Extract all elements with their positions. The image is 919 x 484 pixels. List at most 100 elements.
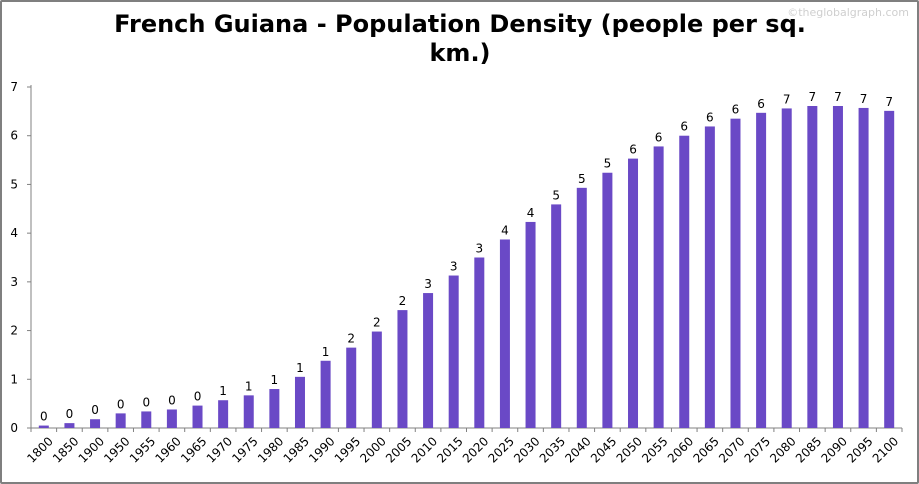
y-tick-label: 7 (10, 80, 18, 94)
bar (858, 107, 869, 428)
x-tick-label: 2055 (639, 434, 670, 465)
bar (576, 187, 587, 428)
bar (756, 112, 767, 428)
watermark: ©theglobalgraph.com (787, 6, 909, 19)
x-tick-label: 2050 (614, 434, 645, 465)
data-label: 6 (757, 97, 765, 111)
data-label: 1 (271, 373, 279, 387)
data-label: 6 (629, 143, 637, 157)
x-tick-label: 2010 (409, 434, 440, 465)
bar (474, 257, 485, 428)
x-tick-label: 2095 (844, 434, 875, 465)
chart-title-line-1: French Guiana - Population Density (peop… (114, 10, 806, 38)
x-tick-label: 1950 (101, 434, 132, 465)
y-tick-label: 0 (10, 421, 18, 435)
data-label: 3 (424, 277, 432, 291)
data-label: 4 (527, 206, 535, 220)
bar (679, 135, 690, 428)
data-label: 0 (194, 390, 202, 404)
data-label: 5 (552, 188, 560, 202)
bar (525, 221, 536, 428)
data-label: 6 (655, 130, 663, 144)
bar (218, 400, 229, 428)
bar (294, 376, 305, 428)
data-label: 6 (732, 103, 740, 117)
bar (115, 413, 126, 428)
x-tick-label: 2040 (562, 434, 593, 465)
bar (628, 158, 639, 429)
bar (704, 126, 715, 429)
data-label: 0 (117, 397, 125, 411)
data-label: 1 (296, 361, 304, 375)
data-label: 0 (40, 410, 48, 424)
data-label: 1 (322, 345, 330, 359)
x-tick-label: 2020 (460, 434, 491, 465)
bar (730, 118, 741, 429)
bar (653, 146, 664, 428)
bar (192, 405, 203, 428)
data-label: 7 (783, 92, 791, 106)
x-tick-label: 2065 (690, 434, 721, 465)
data-label: 3 (450, 260, 458, 274)
x-tick-label: 2030 (511, 434, 542, 465)
x-tick-label: 2070 (716, 434, 747, 465)
bar (64, 423, 75, 428)
data-label: 2 (347, 332, 355, 346)
data-label: 0 (142, 395, 150, 409)
data-label: 2 (373, 316, 381, 330)
data-label: 4 (501, 223, 509, 237)
x-tick-label: 2090 (819, 434, 850, 465)
bar (448, 275, 459, 428)
data-label: 0 (91, 403, 99, 417)
bar (602, 172, 613, 428)
data-label: 7 (860, 92, 868, 106)
x-tick-label: 2045 (588, 434, 619, 465)
x-tick-label: 1995 (332, 434, 363, 465)
bar (371, 331, 382, 428)
y-tick-label: 4 (10, 226, 18, 240)
x-tick-label: 2085 (793, 434, 824, 465)
bar (346, 347, 357, 428)
data-label: 6 (680, 120, 688, 134)
bar (832, 105, 843, 429)
chart-title: French Guiana - Population Density (peop… (60, 10, 860, 68)
data-label: 5 (578, 172, 586, 186)
x-tick-label: 2100 (870, 434, 901, 465)
data-label: 2 (399, 294, 407, 308)
x-tick-label: 2075 (742, 434, 773, 465)
x-tick-label: 1985 (281, 434, 312, 465)
data-label: 6 (706, 110, 714, 124)
x-tick-label: 1970 (204, 434, 235, 465)
bar (551, 204, 562, 428)
y-tick-label: 6 (10, 129, 18, 143)
y-tick-label: 1 (10, 372, 18, 386)
bar (141, 411, 152, 428)
bar (884, 110, 895, 429)
data-label: 7 (809, 90, 817, 104)
y-tick-label: 2 (10, 324, 18, 338)
bar (243, 395, 254, 428)
x-tick-label: 2060 (665, 434, 696, 465)
x-tick-label: 1990 (306, 434, 337, 465)
data-label: 1 (245, 379, 253, 393)
x-tick-label: 1975 (229, 434, 260, 465)
x-tick-label: 2080 (767, 434, 798, 465)
x-tick-label: 2015 (434, 434, 465, 465)
x-tick-label: 2035 (537, 434, 568, 465)
bar (320, 360, 331, 428)
data-label: 7 (834, 90, 842, 104)
x-tick-label: 1800 (24, 434, 55, 465)
data-label: 5 (604, 157, 612, 171)
bar (423, 293, 434, 428)
bar (807, 105, 818, 429)
data-label: 1 (219, 384, 227, 398)
bar (269, 389, 280, 428)
bar (166, 409, 177, 428)
data-label: 7 (885, 95, 893, 109)
bar (781, 108, 792, 428)
bar (499, 239, 510, 428)
x-tick-label: 2025 (485, 434, 516, 465)
data-label: 0 (66, 407, 74, 421)
data-label: 3 (475, 242, 483, 256)
